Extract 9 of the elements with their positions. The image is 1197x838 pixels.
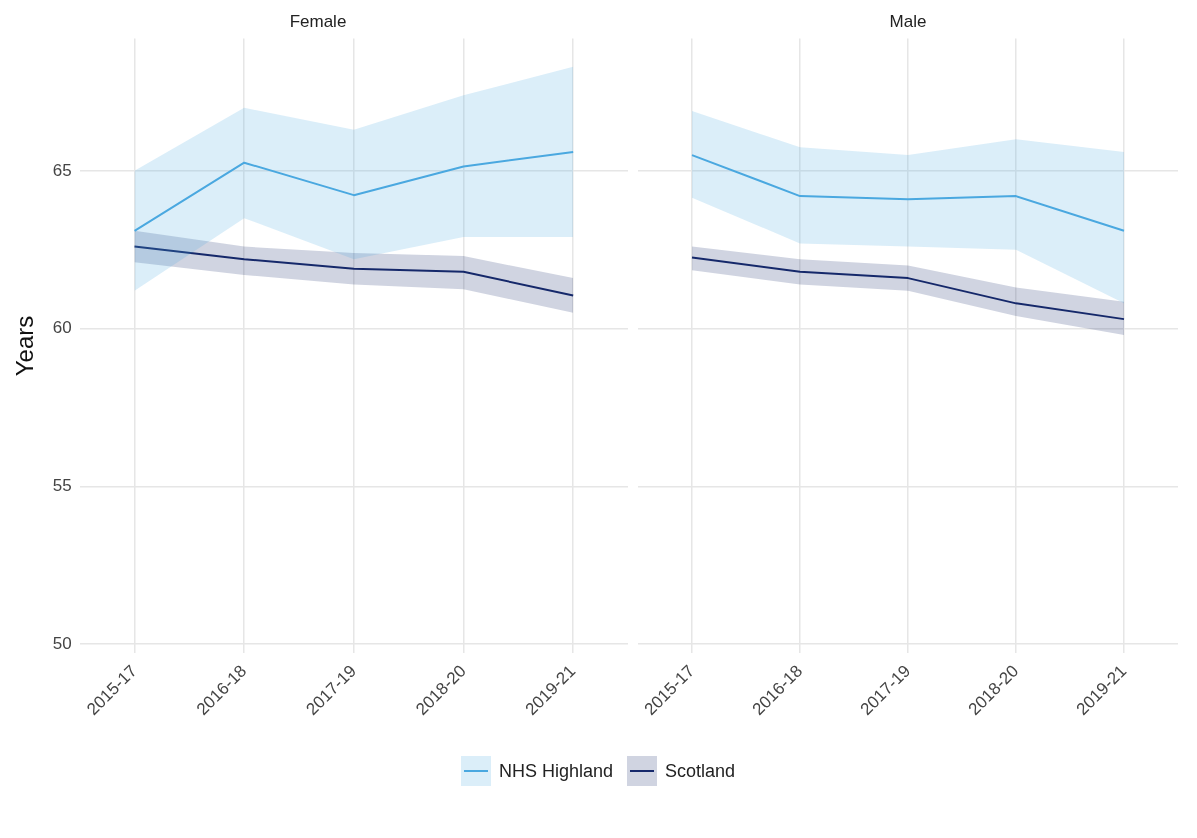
- chart-title: Female: [289, 11, 347, 31]
- chart-title: Male: [889, 11, 927, 31]
- y-tick-label: 60: [52, 318, 72, 338]
- legend-label: NHS Highland: [498, 760, 613, 782]
- y-tick-label: 50: [52, 633, 72, 653]
- legend-label: Scotland: [665, 760, 736, 782]
- y-tick-label: 65: [52, 160, 72, 180]
- y-tick-label: 55: [52, 475, 72, 495]
- y-axis-title: Years: [11, 315, 39, 377]
